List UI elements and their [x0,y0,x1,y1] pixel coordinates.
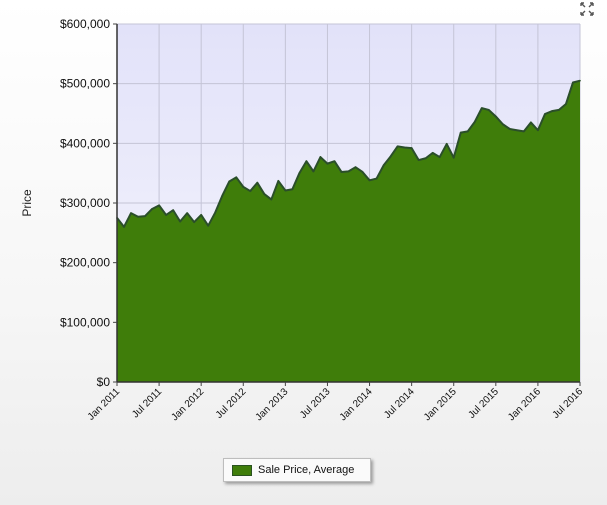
data-point [417,159,420,161]
y-tick-label: $300,000 [60,196,110,210]
x-tick-label: Jan 2011 [86,386,123,423]
data-point [144,215,146,217]
data-point [354,166,357,168]
data-point [305,160,308,163]
data-point [445,143,448,145]
data-point [459,131,462,134]
data-point [284,189,287,192]
data-point [263,193,266,195]
x-tick-label: Jul 2014 [382,386,417,421]
data-point [389,155,392,158]
data-point [579,79,581,82]
data-point [179,220,181,223]
x-tick-label: Jan 2012 [169,386,206,423]
x-tick-label: Jan 2014 [338,386,375,423]
data-point [410,147,413,149]
data-point [340,171,343,173]
data-point [572,81,574,84]
y-tick-label: $600,000 [60,17,110,31]
data-point [537,129,539,132]
y-tick-label: $0 [97,375,111,389]
x-tick-label: Jul 2012 [214,386,249,421]
data-point [495,115,497,118]
y-tick-label: $100,000 [60,315,110,329]
data-point [382,164,385,167]
data-point [488,109,490,111]
data-point [375,177,378,180]
data-point [158,204,160,207]
y-axis-title: Price [20,189,34,217]
legend[interactable]: Sale Price, Average [223,458,371,482]
data-point [242,186,245,188]
data-point [438,156,441,158]
data-point [333,160,336,163]
data-point [523,130,525,133]
x-tick-label: Jan 2013 [254,386,291,423]
data-point [200,214,202,216]
data-point [193,221,195,223]
y-tick-label: $400,000 [60,136,110,150]
x-tick-label: Jul 2016 [551,386,586,421]
data-point [516,129,518,132]
data-point [347,170,350,173]
data-point [551,110,553,112]
data-point [256,181,259,184]
data-point [509,128,511,130]
data-point [228,180,231,183]
y-tick-label: $500,000 [60,77,110,91]
x-tick-label: Jul 2015 [466,386,501,421]
data-point [558,109,560,111]
data-point [151,208,153,210]
x-tick-labels: Jan 2011 Jul 2011 Jan 2012 Jul 2012 Jan 2013… [86,382,586,423]
expand-icon[interactable] [579,1,595,17]
data-point [480,107,483,109]
data-point [403,146,406,149]
data-point [473,121,476,123]
legend-label: Sale Price, Average [258,464,355,476]
data-point [319,156,322,158]
y-tick-labels: $0 $100,000 $200,000 $300,000 $400,000 $500,0… [60,17,117,389]
series-area-sale-price-average [117,80,580,383]
data-point [431,152,434,154]
x-tick-label: Jul 2011 [130,386,164,420]
data-point [207,224,209,227]
data-point [326,162,329,165]
data-point [544,113,546,115]
data-point [249,190,252,192]
data-point [396,145,399,148]
data-point [214,211,217,214]
data-point [137,215,139,218]
data-point [368,179,371,182]
data-point [221,195,224,197]
data-point [502,123,504,126]
data-point [452,156,455,159]
data-point [235,176,238,179]
data-point [530,121,532,124]
data-point [165,214,167,216]
data-point [186,212,188,214]
x-tick-label: Jan 2016 [506,386,543,423]
data-point [298,172,301,174]
x-tick-label: Jan 2015 [422,386,459,423]
data-point [130,212,132,214]
data-point [123,226,125,228]
data-point [466,130,469,133]
x-tick-label: Jul 2013 [298,386,333,421]
data-point [312,170,315,173]
data-point [565,103,567,105]
data-point [361,171,364,173]
data-point [172,209,174,211]
data-point [424,157,427,160]
data-point [277,180,280,182]
y-tick-label: $200,000 [60,256,110,270]
data-point [270,198,273,201]
legend-swatch [232,464,252,476]
data-point [291,188,294,191]
